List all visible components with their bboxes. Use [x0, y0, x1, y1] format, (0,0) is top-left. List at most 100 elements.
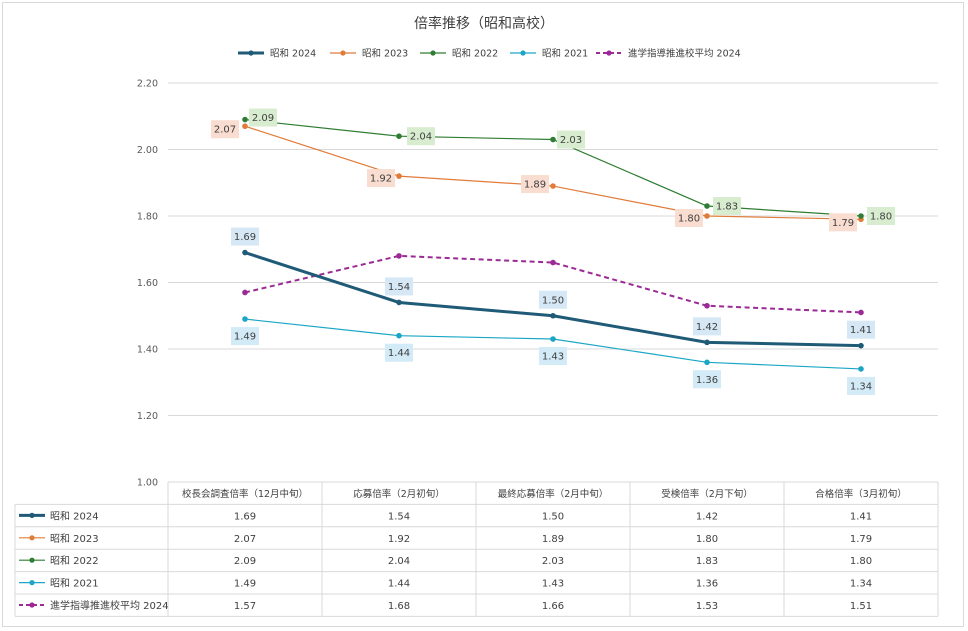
table-key-marker-4 [29, 602, 35, 608]
category-label: 受検倍率（2月下旬） [661, 488, 753, 500]
data-label: 1.42 [696, 322, 718, 333]
legend-marker-3 [520, 50, 526, 56]
legend-label-1: 昭和 2023 [362, 49, 408, 60]
table-cell: 1.42 [696, 511, 718, 522]
y-tick-label: 1.60 [137, 278, 158, 289]
data-label-bg [231, 327, 259, 346]
table-cell: 1.57 [234, 601, 256, 612]
data-label-bg [557, 130, 585, 149]
data-label-bg [847, 320, 875, 339]
data-label: 1.43 [542, 352, 564, 363]
legend-label-4: 進学指導推進校平均 2024 [628, 48, 741, 60]
data-label-bg [367, 169, 395, 188]
table-cell: 1.80 [850, 556, 872, 567]
data-label-bg [693, 317, 721, 336]
data-label: 2.03 [560, 135, 582, 146]
table-cell: 1.54 [388, 511, 410, 522]
table-cell: 1.36 [696, 579, 718, 590]
table-cell: 2.03 [542, 556, 564, 567]
table-cell: 2.07 [234, 534, 256, 545]
table-cell: 1.68 [388, 601, 410, 612]
legend-marker-2 [430, 50, 436, 56]
data-point-0-4 [858, 342, 864, 349]
legend-label-0: 昭和 2024 [270, 49, 316, 60]
data-label: 1.79 [832, 218, 854, 229]
table-key-marker-2 [29, 557, 35, 563]
table-cell: 1.69 [234, 511, 256, 522]
data-label: 2.04 [410, 132, 432, 143]
data-label-bg [867, 207, 895, 225]
data-label-bg [713, 197, 741, 216]
legend-marker-0 [248, 50, 254, 56]
data-label: 1.80 [870, 212, 892, 223]
data-label: 1.41 [850, 325, 872, 336]
table-key-marker-1 [29, 535, 35, 541]
table-cell: 1.92 [388, 534, 410, 545]
category-label: 応募倍率（2月初旬） [353, 488, 445, 500]
data-label-bg [211, 120, 239, 139]
data-point-4-4 [858, 309, 864, 316]
data-label: 1.44 [388, 348, 410, 359]
table-cell: 1.66 [542, 601, 564, 612]
table-row-label-0: 昭和 2024 [50, 510, 99, 522]
data-point-1-0 [242, 123, 248, 130]
data-point-3-3 [704, 359, 710, 366]
data-point-4-1 [396, 253, 402, 259]
table-cell: 1.80 [696, 534, 718, 545]
table-row-label-2: 昭和 2022 [50, 555, 99, 567]
y-tick-label: 1.40 [137, 345, 158, 356]
table-row-label-4: 進学指導推進校平均 2024 [50, 599, 169, 612]
y-tick-label: 1.80 [137, 212, 158, 223]
table-cell: 1.50 [542, 511, 564, 522]
table-cell: 1.44 [388, 579, 410, 590]
series-line-4 [244, 254, 862, 314]
y-tick-label: 1.20 [137, 411, 158, 422]
data-label-bg [693, 370, 721, 389]
data-point-3-0 [242, 316, 248, 322]
data-point-1-3 [704, 213, 710, 219]
data-label-bg [385, 343, 413, 362]
table-cell: 1.53 [696, 601, 718, 612]
data-point-2-0 [242, 116, 248, 123]
legend-marker-1 [340, 50, 346, 56]
data-point-2-4 [858, 213, 864, 219]
category-label: 校長会調査倍率（12月中旬） [182, 488, 308, 500]
data-label: 1.49 [234, 332, 256, 343]
chart-title: 倍率推移（昭和高校） [414, 15, 554, 32]
series-line-2 [244, 118, 862, 217]
data-label-bg [249, 108, 277, 127]
data-label: 1.69 [234, 232, 256, 243]
table-cell: 1.89 [542, 534, 564, 545]
legend-label-2: 昭和 2022 [452, 49, 498, 60]
data-point-1-2 [550, 183, 556, 189]
data-point-3-4 [858, 366, 864, 372]
table-cell: 1.34 [850, 579, 872, 590]
table-cell: 2.04 [388, 556, 410, 567]
data-label: 2.07 [214, 125, 236, 136]
data-point-2-3 [704, 203, 710, 209]
data-label-bg [521, 175, 549, 194]
data-label-bg [675, 209, 703, 227]
y-tick-label: 2.20 [137, 79, 158, 90]
table-cell: 1.83 [696, 556, 718, 567]
data-point-2-1 [396, 133, 402, 139]
category-label: 最終応募倍率（2月中旬） [498, 488, 609, 500]
table-cell: 1.51 [850, 601, 872, 612]
legend-label-3: 昭和 2021 [542, 49, 588, 60]
data-label: 1.89 [524, 180, 546, 191]
table-key-marker-3 [29, 580, 35, 586]
data-label: 1.54 [388, 282, 410, 293]
data-label: 1.50 [542, 295, 564, 306]
data-point-0-3 [704, 339, 710, 346]
data-label-bg [539, 290, 567, 309]
data-point-0-0 [242, 249, 248, 256]
y-tick-label: 2.00 [137, 145, 158, 156]
data-label-bg [407, 127, 435, 146]
data-point-0-1 [396, 299, 402, 306]
table-key-marker-0 [29, 512, 35, 519]
data-point-3-2 [550, 336, 556, 342]
data-label-bg [829, 213, 857, 232]
data-label: 2.09 [252, 113, 274, 124]
